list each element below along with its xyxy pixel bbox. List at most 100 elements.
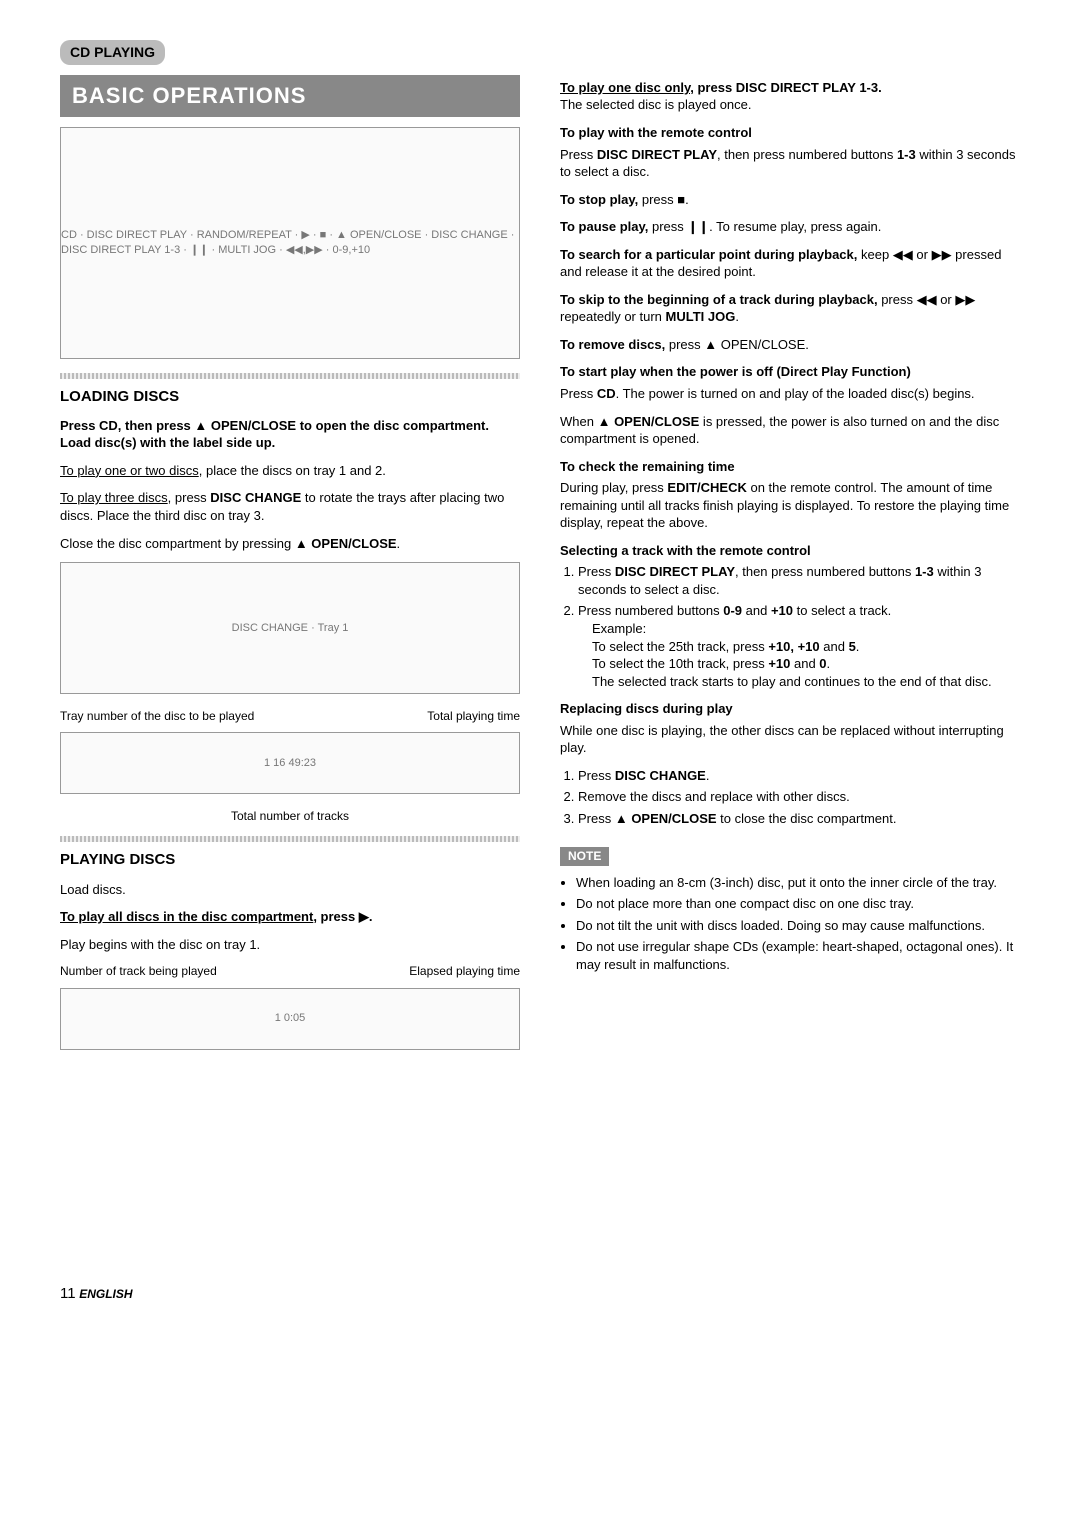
text: +10 (771, 603, 793, 618)
direct-play-body2: When ▲ OPEN/CLOSE is pressed, the power … (560, 413, 1020, 448)
divider (60, 373, 520, 379)
page-number: 11 (60, 1285, 76, 1302)
replace-body: While one disc is playing, the other dis… (560, 722, 1020, 757)
check-time-heading: To check the remaining time (560, 458, 1020, 476)
note-label: NOTE (560, 847, 609, 865)
loading-one-two: To play one or two discs, place the disc… (60, 462, 520, 480)
page-footer: 11 ENGLISH (60, 1284, 1020, 1304)
text: . The power is turned on and play of the… (616, 386, 975, 401)
loading-lead: Press CD, then press ▲ OPEN/CLOSE to ope… (60, 417, 520, 452)
text: To play all discs in the disc compartmen… (60, 909, 313, 924)
caption-left: Number of track being played (60, 963, 217, 979)
list-item: When loading an 8-cm (3-inch) disc, put … (576, 874, 1020, 892)
list-item: Do not place more than one compact disc … (576, 895, 1020, 913)
text: OPEN/CLOSE (614, 414, 699, 429)
text: , then press numbered buttons (717, 147, 897, 162)
loading-discs-heading: LOADING DISCS (60, 387, 520, 407)
text: 5 (849, 639, 856, 654)
text: and (820, 639, 849, 654)
tray-diagram: DISC CHANGE · Tray 1 (60, 562, 520, 694)
select-track-list: Press DISC DIRECT PLAY, then press numbe… (560, 563, 1020, 690)
text: press ❙❙. To resume play, press again. (648, 219, 881, 234)
list-item: Press DISC CHANGE. (578, 767, 1020, 785)
list-item: Press numbered buttons 0-9 and +10 to se… (578, 602, 1020, 690)
banner-title: BASIC OPERATIONS (60, 75, 520, 117)
text: Press (560, 386, 597, 401)
language-label: ENGLISH (79, 1287, 132, 1301)
text: DISC DIRECT PLAY (597, 147, 717, 162)
text: . (856, 639, 860, 654)
text: , press (168, 490, 211, 505)
text: To play one disc only, (560, 80, 694, 95)
caption-left: Tray number of the disc to be played (60, 708, 254, 724)
caption-right: Total playing time (427, 708, 520, 724)
divider (60, 836, 520, 842)
text: To select the 25th track, press (592, 639, 768, 654)
text: To skip to the beginning of a track duri… (560, 292, 878, 307)
text: The selected disc is played once. (560, 97, 752, 112)
text: +10 (768, 656, 790, 671)
text: When ▲ (560, 414, 614, 429)
text: DISC CHANGE (210, 490, 301, 505)
playing-all: To play all discs in the disc compartmen… (60, 908, 520, 926)
display-strip-1: 1 16 49:23 (60, 732, 520, 794)
list-item: Press DISC DIRECT PLAY, then press numbe… (578, 563, 1020, 598)
text: EDIT/CHECK (667, 480, 746, 495)
text: press ▲ OPEN/CLOSE. (665, 337, 809, 352)
stop-play: To stop play, press ■. (560, 191, 1020, 209)
playing-begins: Play begins with the disc on tray 1. (60, 936, 520, 954)
text: To play one or two discs (60, 463, 199, 478)
skip-play: To skip to the beginning of a track duri… (560, 291, 1020, 326)
list-item: Remove the discs and replace with other … (578, 788, 1020, 806)
text: , place the discs on tray 1 and 2. (199, 463, 386, 478)
section-tag: CD PLAYING (60, 40, 165, 65)
text: To select the 10th track, press (592, 656, 768, 671)
replace-heading: Replacing discs during play (560, 700, 1020, 718)
remote-heading: To play with the remote control (560, 124, 1020, 142)
list-item: Press ▲ OPEN/CLOSE to close the disc com… (578, 810, 1020, 828)
pause-play: To pause play, press ❙❙. To resume play,… (560, 218, 1020, 236)
select-track-heading: Selecting a track with the remote contro… (560, 542, 1020, 560)
text: to select a track. (793, 603, 891, 618)
text: 0-9 (723, 603, 742, 618)
display-strip-2: 1 0:05 (60, 988, 520, 1050)
text: To pause play, (560, 219, 648, 234)
text: press ■. (638, 192, 688, 207)
text: Example: (592, 621, 646, 636)
text: press DISC DIRECT PLAY 1-3. (694, 80, 882, 95)
text: MULTI JOG (666, 309, 736, 324)
play-captions: Number of track being played Elapsed pla… (60, 963, 520, 979)
text: To stop play, (560, 192, 638, 207)
right-column: To play one disc only, press DISC DIRECT… (560, 75, 1020, 1064)
search-play: To search for a particular point during … (560, 246, 1020, 281)
text: 0 (819, 656, 826, 671)
text: To search for a particular point during … (560, 247, 857, 262)
left-column: BASIC OPERATIONS CD · DISC DIRECT PLAY ·… (60, 75, 520, 1064)
check-time-body: During play, press EDIT/CHECK on the rem… (560, 479, 1020, 532)
text: The selected track starts to play and co… (592, 674, 992, 689)
text: Press (578, 564, 615, 579)
text: Press (560, 147, 597, 162)
note-list: When loading an 8-cm (3-inch) disc, put … (560, 874, 1020, 974)
text: . (827, 656, 831, 671)
text: To remove discs, (560, 337, 665, 352)
text: , then press numbered buttons (735, 564, 915, 579)
text: . (735, 309, 739, 324)
remote-body: Press DISC DIRECT PLAY, then press numbe… (560, 146, 1020, 181)
caption-below: Total number of tracks (60, 808, 520, 824)
text: During play, press (560, 480, 667, 495)
text: and (790, 656, 819, 671)
text: and (742, 603, 771, 618)
text: Press numbered buttons (578, 603, 723, 618)
text: DISC DIRECT PLAY (615, 564, 735, 579)
text: , press ▶. (313, 909, 372, 924)
main-unit-diagram: CD · DISC DIRECT PLAY · RANDOM/REPEAT · … (60, 127, 520, 359)
example-block: Example: To select the 25th track, press… (592, 620, 1020, 690)
display-captions: Tray number of the disc to be played Tot… (60, 708, 520, 724)
remove-discs: To remove discs, press ▲ OPEN/CLOSE. (560, 336, 1020, 354)
one-disc-only: To play one disc only, press DISC DIRECT… (560, 79, 1020, 114)
loading-three: To play three discs, press DISC CHANGE t… (60, 489, 520, 524)
playing-load: Load discs. (60, 881, 520, 899)
caption-right: Elapsed playing time (409, 963, 520, 979)
direct-play-body1: Press CD. The power is turned on and pla… (560, 385, 1020, 403)
